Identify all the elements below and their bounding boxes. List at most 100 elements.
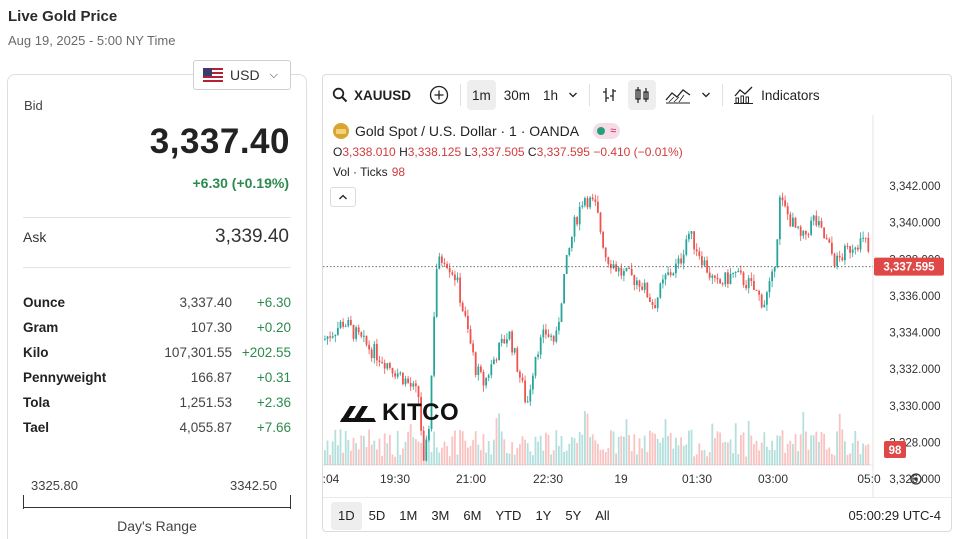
candle — [459, 277, 461, 303]
candle — [750, 278, 753, 281]
candle — [664, 274, 667, 280]
candle — [438, 256, 441, 269]
candle — [331, 336, 334, 338]
volume-bar — [633, 434, 636, 465]
candle — [638, 280, 641, 287]
candle — [381, 362, 383, 364]
volume-bar — [443, 441, 446, 465]
volume-bar — [864, 445, 867, 465]
collapse-legend-button[interactable] — [330, 187, 356, 207]
volume-bar — [337, 445, 339, 465]
volume-bar — [435, 447, 438, 465]
candle — [420, 397, 422, 431]
candle — [456, 277, 459, 281]
candle — [350, 320, 352, 325]
candle — [552, 335, 555, 342]
volume-bar — [342, 452, 344, 465]
candle — [560, 303, 563, 322]
volume-bar — [547, 434, 550, 465]
area-style-button[interactable] — [660, 80, 696, 110]
candles-style-button[interactable] — [628, 80, 657, 110]
market-status-pill[interactable]: ≈ — [593, 123, 621, 139]
candle — [376, 343, 378, 361]
chart-type-dropdown[interactable] — [696, 80, 716, 110]
volume-bar — [555, 430, 558, 465]
volume-bar — [812, 435, 815, 465]
candle — [524, 380, 526, 403]
compare-button[interactable] — [424, 80, 454, 110]
volume-bar — [667, 435, 669, 465]
time-tick-label: 03:00 — [758, 472, 788, 486]
interval-1m[interactable]: 1m — [467, 80, 496, 110]
divider — [23, 217, 291, 218]
bar-style-button[interactable] — [596, 80, 624, 110]
range-5y[interactable]: 5Y — [565, 508, 582, 523]
volume-bar — [438, 452, 441, 465]
volume-bar — [347, 440, 350, 465]
unit-name: Ounce — [23, 295, 66, 310]
kitco-watermark: KITCO — [338, 399, 459, 427]
range-5d[interactable]: 5D — [368, 508, 386, 523]
candle — [695, 249, 698, 252]
unit-change: +6.30 — [256, 295, 291, 310]
volume-bar — [461, 431, 464, 465]
volume-bar — [472, 439, 474, 465]
interval-dropdown[interactable] — [563, 80, 583, 110]
volume-bar — [649, 430, 651, 465]
volume-bar — [721, 442, 724, 465]
interval-30m[interactable]: 30m — [503, 87, 531, 103]
candle — [771, 271, 773, 282]
indicators-button[interactable]: Indicators — [729, 80, 825, 110]
price-tick-label: 3,332.000 — [889, 364, 940, 376]
plus-circle-icon — [429, 85, 449, 105]
candle — [464, 311, 467, 316]
bid-label: Bid — [24, 98, 43, 113]
candle — [550, 335, 552, 337]
range-ytd[interactable]: YTD — [495, 508, 522, 523]
candle — [589, 197, 591, 208]
volume-label: Vol · Ticks — [333, 165, 388, 179]
volume-bar — [565, 450, 568, 465]
candle — [519, 371, 521, 378]
volume-bar — [719, 432, 721, 465]
volume-bar — [643, 435, 646, 465]
candle — [558, 321, 560, 331]
volume-bar — [350, 450, 352, 465]
time-tick-label: 01:30 — [682, 472, 712, 486]
time-tick-label: 21:00 — [456, 472, 486, 486]
range-1d[interactable]: 1D — [331, 501, 362, 530]
unit-price: 166.87 — [190, 370, 232, 385]
volume-bar — [771, 440, 773, 465]
range-3m[interactable]: 3M — [431, 508, 450, 523]
volume-bar — [539, 435, 542, 465]
volume-bar — [654, 433, 656, 465]
clock-timezone[interactable]: 05:00:29 UTC-4 — [848, 508, 942, 523]
volume-bar — [425, 438, 428, 465]
volume-bar — [584, 411, 586, 465]
interval-1h[interactable]: 1h — [543, 87, 559, 103]
volume-bar — [581, 434, 584, 465]
volume-bar — [760, 442, 763, 465]
volume-bar — [825, 449, 828, 465]
range-6m[interactable]: 6M — [463, 508, 482, 523]
candle — [521, 377, 524, 381]
range-1y[interactable]: 1Y — [535, 508, 552, 523]
range-1m[interactable]: 1M — [399, 508, 418, 523]
unit-name: Pennyweight — [23, 370, 107, 385]
candle — [815, 215, 818, 226]
unit-price: 107,301.55 — [164, 345, 232, 360]
symbol-search[interactable]: XAUUSD — [327, 80, 416, 110]
range-all[interactable]: All — [595, 508, 610, 523]
volume-bar — [680, 437, 682, 465]
volume-bar — [659, 442, 662, 465]
volume-bar — [428, 436, 430, 465]
price-chart[interactable]: 3,342.0003,340.0003,338.0003,336.0003,33… — [323, 115, 952, 532]
volume-bar — [552, 450, 555, 465]
candle — [352, 324, 355, 339]
price-tick-label: 3,342.000 — [889, 181, 940, 193]
currency-select[interactable]: USD ⌵ — [193, 60, 291, 90]
settings-gear-icon[interactable] — [910, 473, 922, 485]
candle — [672, 273, 675, 276]
candle — [711, 275, 714, 278]
volume-bar — [711, 423, 714, 465]
